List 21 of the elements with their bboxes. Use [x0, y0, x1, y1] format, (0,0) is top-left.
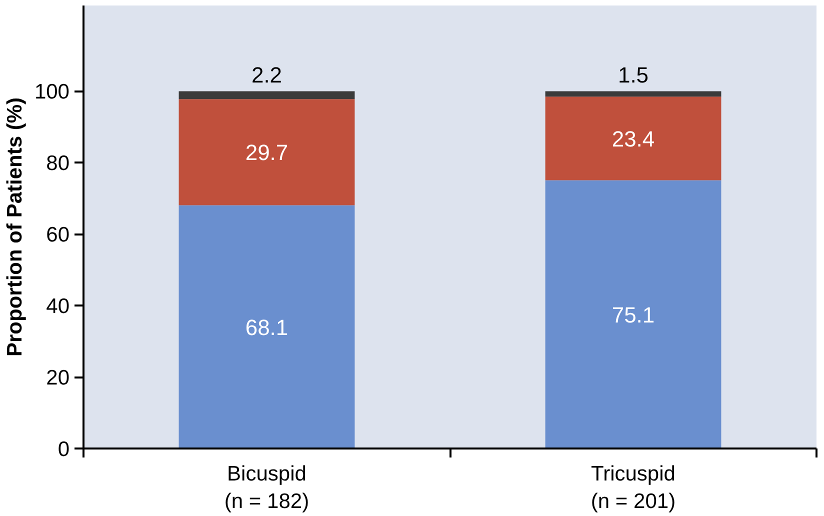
- data-label: 75.1: [612, 302, 655, 328]
- y-tick-label: 80: [46, 152, 70, 176]
- bar: [545, 180, 722, 448]
- bar: [178, 99, 355, 206]
- y-tick-label: 40: [46, 295, 70, 318]
- x-tick-label: Tricuspid (n = 201): [590, 462, 676, 514]
- data-label: 1.5: [618, 62, 649, 88]
- data-label: 68.1: [245, 314, 288, 340]
- y-axis-title: Proportion of Patients (%): [3, 97, 26, 356]
- y-tick-label: 20: [46, 366, 70, 390]
- bar: [545, 91, 722, 97]
- data-label: 29.7: [245, 140, 288, 166]
- data-label: 2.2: [251, 62, 282, 88]
- bar: [545, 96, 722, 180]
- bar: [178, 91, 355, 100]
- x-tick-label: Bicuspid (n = 182): [224, 462, 310, 514]
- y-tick-label: 60: [46, 224, 70, 247]
- bar: [178, 205, 355, 448]
- y-tick-label: 100: [34, 80, 70, 104]
- y-tick-label: 0: [58, 438, 70, 461]
- data-label: 23.4: [612, 126, 655, 152]
